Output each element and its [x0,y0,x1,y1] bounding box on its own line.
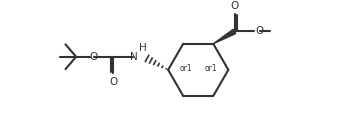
Polygon shape [213,29,236,44]
Text: O: O [256,26,264,36]
Text: H: H [139,43,147,53]
Text: or1: or1 [179,64,192,73]
Text: O: O [230,1,239,11]
Text: O: O [109,77,118,87]
Text: O: O [90,52,98,62]
Text: N: N [130,52,137,62]
Text: or1: or1 [204,64,217,73]
